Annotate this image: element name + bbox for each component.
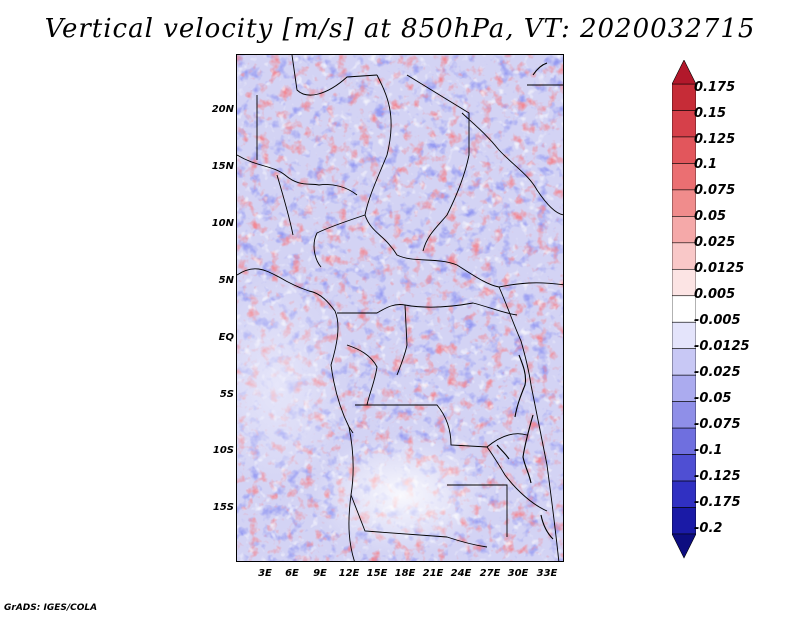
lon-label-6e: 6E xyxy=(285,568,299,579)
colorbar-segment xyxy=(672,321,696,350)
colorbar-segment xyxy=(672,189,696,217)
lat-label-20n: 20N xyxy=(211,104,234,115)
map-title: Vertical velocity [m/s] at 850hPa, VT: 2… xyxy=(44,14,756,44)
colorbar-label-0.15: 0.15 xyxy=(694,106,727,121)
atlantic-calm-area xyxy=(237,275,347,495)
colorbar-segment xyxy=(672,268,696,297)
colorbar-label-0.0125: 0.0125 xyxy=(694,261,745,276)
colorbar-label-neg-0.175: -0.175 xyxy=(694,495,741,510)
country-borders xyxy=(237,55,563,561)
colorbar-label-neg-0.075: -0.075 xyxy=(694,417,741,432)
colorbar-segment xyxy=(672,163,696,191)
colorbar-segment xyxy=(672,427,696,455)
lat-label-15n: 15N xyxy=(211,161,234,172)
colorbar-segment xyxy=(672,374,696,402)
colorbar-segment xyxy=(672,480,696,508)
lake-outlines xyxy=(496,62,554,540)
lat-label-10s: 10S xyxy=(212,445,234,456)
angola-calm-area xyxy=(312,435,492,555)
colorbar-label-neg-0.025: -0.025 xyxy=(694,365,741,380)
lat-label-15s: 15S xyxy=(212,502,234,513)
lon-label-12e: 12E xyxy=(338,568,360,579)
lon-label-24e: 24E xyxy=(450,568,472,579)
colorbar-top-arrow xyxy=(672,60,696,85)
colorbar-segment xyxy=(672,401,696,429)
colorbar-segment xyxy=(672,348,696,376)
colorbar-label-0.075: 0.075 xyxy=(694,183,736,198)
colorbar-segment xyxy=(672,110,696,138)
lon-label-33e: 33E xyxy=(536,568,558,579)
colorbar-label-neg-0.1: -0.1 xyxy=(694,443,723,458)
grads-credit: GrADS: IGES/COLA xyxy=(4,603,98,613)
colorbar-label-0.025: 0.025 xyxy=(694,235,736,250)
lon-label-27e: 27E xyxy=(479,568,501,579)
colorbar-label-0.125: 0.125 xyxy=(694,132,736,147)
colorbar-label-0.1: 0.1 xyxy=(694,157,718,172)
colorbar-bottom-arrow xyxy=(672,533,696,559)
lat-label-5s: 5S xyxy=(219,389,234,400)
colorbar-label-0.175: 0.175 xyxy=(694,80,736,95)
colorbar-label-0.05: 0.05 xyxy=(694,209,727,224)
colorbar-label-neg-0.125: -0.125 xyxy=(694,469,741,484)
colorbar-segment xyxy=(672,242,696,270)
lat-label-10n: 10N xyxy=(211,218,234,229)
colorbar-segment xyxy=(672,295,696,323)
colorbar-label-neg-0.2: -0.2 xyxy=(694,521,723,536)
colorbar-label-neg-0.0125: -0.0125 xyxy=(694,339,750,354)
colorbar-segment xyxy=(672,83,696,111)
lon-label-15e: 15E xyxy=(366,568,388,579)
colorbar-label-neg-0.05: -0.05 xyxy=(694,391,732,406)
colorbar-label-0.005: 0.005 xyxy=(694,287,736,302)
map-panel xyxy=(236,54,564,562)
lon-label-18e: 18E xyxy=(394,568,416,579)
lon-label-21e: 21E xyxy=(422,568,444,579)
colorbar-label-neg-0.005: -0.005 xyxy=(694,313,741,328)
velocity-field-map xyxy=(237,55,563,561)
lon-label-3e: 3E xyxy=(258,568,272,579)
lon-label-30e: 30E xyxy=(507,568,529,579)
colorbar-segment xyxy=(672,454,696,482)
colorbar-segment xyxy=(672,136,696,164)
lat-label-eq: EQ xyxy=(218,332,234,343)
lon-label-9e: 9E xyxy=(313,568,327,579)
colorbar-segment xyxy=(672,216,696,244)
lat-label-5n: 5N xyxy=(218,275,234,286)
colorbar xyxy=(672,60,696,559)
colorbar-segment xyxy=(672,507,696,535)
